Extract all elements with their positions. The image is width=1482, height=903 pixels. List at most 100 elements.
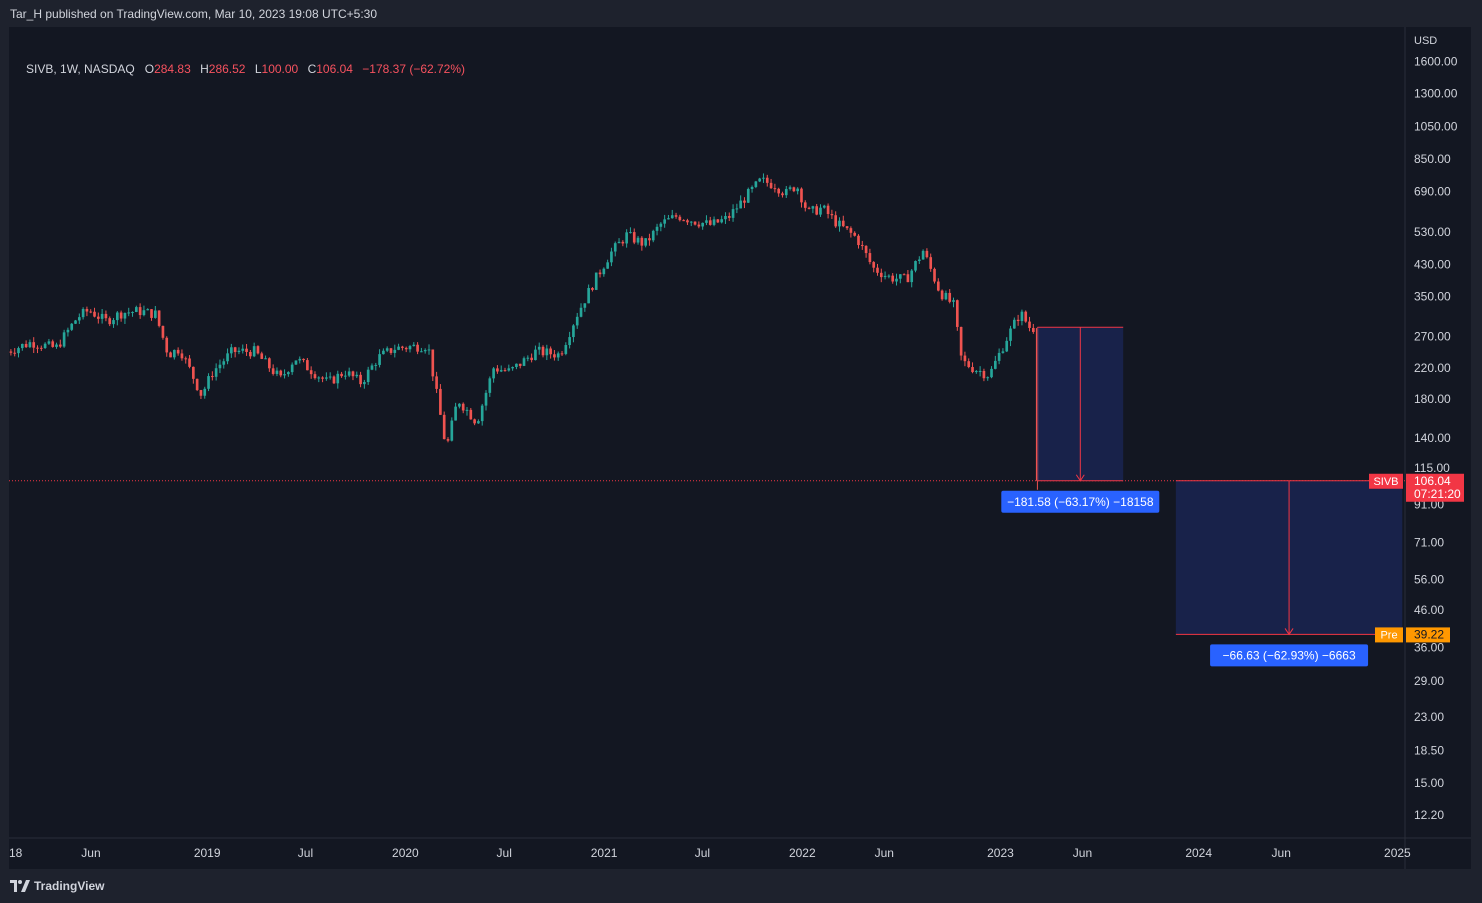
y-tick-label: 430.00 — [1414, 257, 1451, 271]
candle-body — [811, 206, 815, 209]
last-price-value: 106.04 — [1414, 474, 1451, 488]
legend-open-value: 284.83 — [154, 62, 191, 76]
candle-body — [959, 326, 963, 356]
candle-body — [549, 348, 552, 355]
y-tick-label: 1600.00 — [1414, 54, 1458, 68]
candle-body — [347, 371, 351, 376]
candle-body — [477, 421, 480, 424]
candle-body — [249, 351, 252, 357]
candle-body — [503, 370, 507, 372]
candle-body — [13, 352, 17, 354]
candle-body — [933, 268, 936, 282]
candle-body — [898, 274, 902, 279]
candle-body — [902, 274, 906, 276]
legend-close-value: 106.04 — [316, 62, 353, 76]
candle-body — [423, 349, 427, 352]
candle-body — [754, 181, 758, 187]
price-chart[interactable]: USD 1600.00 1300.00 1050.00 850.00 690.00 530.… — [9, 27, 1471, 869]
candle-body — [192, 366, 195, 379]
candle-body — [948, 292, 952, 302]
y-tick-label: 140.00 — [1414, 431, 1451, 445]
candle-body — [993, 360, 997, 369]
candle-body — [378, 354, 381, 365]
candle-body — [359, 374, 362, 385]
candle-body — [131, 311, 134, 313]
candle-body — [708, 220, 712, 225]
chart-frame[interactable]: USD 1600.00 1300.00 1050.00 850.00 690.00 530.… — [9, 27, 1471, 869]
candle-body — [917, 259, 921, 262]
candle-body — [374, 364, 378, 366]
candle-body — [526, 357, 530, 359]
price-range-label-bg — [1210, 644, 1369, 667]
candle-body — [351, 371, 355, 377]
y-tick-label: 15.00 — [1414, 776, 1444, 790]
x-tick-label: 2022 — [789, 846, 816, 860]
candle-body — [758, 178, 761, 182]
candle-body — [857, 235, 860, 246]
x-tick-label: 2023 — [987, 846, 1014, 860]
candle-body — [294, 360, 298, 365]
candle-body — [306, 360, 309, 371]
candle-body — [24, 343, 28, 348]
y-tick-label: 220.00 — [1414, 361, 1451, 375]
candle-body — [598, 272, 602, 275]
candle-body — [340, 373, 343, 377]
candle-body — [302, 358, 305, 361]
candle-body — [792, 187, 796, 192]
candle-body — [264, 358, 267, 360]
candle-body — [697, 224, 701, 227]
axes-layer: USD 1600.00 1300.00 1050.00 850.00 690.00 530.… — [9, 27, 1471, 869]
candle-body — [769, 182, 773, 189]
candle-body — [393, 349, 397, 353]
candle-body — [39, 347, 43, 349]
candle-body — [420, 351, 423, 353]
candle-body — [883, 275, 887, 278]
candle-body — [366, 369, 370, 383]
candle-body — [328, 376, 332, 378]
candle-body — [203, 388, 207, 396]
candle-body — [906, 274, 910, 283]
candle-body — [81, 308, 85, 318]
candle-body — [712, 219, 716, 225]
y-tick-label: 71.00 — [1414, 536, 1444, 550]
candle-body — [739, 200, 742, 209]
candle-body — [389, 348, 393, 353]
last-price-symbol: SIVB — [1373, 476, 1398, 488]
legend-high-label: H — [200, 62, 209, 76]
candle-body — [1028, 321, 1031, 328]
candle-body — [872, 262, 876, 268]
y-tick-label: 850.00 — [1414, 152, 1451, 166]
candle-body — [967, 361, 971, 368]
candle-body — [826, 205, 830, 215]
candle-body — [944, 292, 948, 300]
candle-body — [891, 275, 895, 282]
candle-body — [9, 351, 13, 353]
x-tick-label: Jun — [81, 846, 100, 860]
candle-body — [978, 370, 982, 372]
price-range-label-bg — [1001, 490, 1160, 513]
legend-open-label: O — [144, 62, 155, 76]
tradingview-logo[interactable]: TradingView — [10, 878, 104, 894]
candle-body — [115, 312, 119, 321]
candle-body — [800, 188, 803, 203]
candle-body — [952, 300, 955, 302]
legend-symbol: SIVB, 1W, NASDAQ — [26, 62, 135, 76]
candle-body — [222, 361, 226, 365]
candle-body — [1020, 311, 1024, 322]
candle-body — [173, 349, 176, 358]
candle-body — [465, 409, 469, 411]
price-range-arrowhead — [1284, 628, 1294, 636]
candle-body — [469, 409, 473, 420]
candle-body — [537, 346, 541, 350]
candle-body — [579, 307, 583, 317]
tradingview-logo-icon — [10, 880, 30, 892]
legend-change: −178.37 (−62.72%) — [362, 62, 466, 76]
y-tick-label: 18.50 — [1414, 743, 1444, 757]
candle-body — [659, 223, 663, 227]
y-tick-label: 1300.00 — [1414, 87, 1458, 101]
candle-body — [613, 243, 617, 252]
candle-body — [435, 376, 438, 389]
x-tick-label: Jul — [695, 846, 710, 860]
candle-body — [180, 353, 184, 359]
candle-body — [963, 355, 967, 362]
